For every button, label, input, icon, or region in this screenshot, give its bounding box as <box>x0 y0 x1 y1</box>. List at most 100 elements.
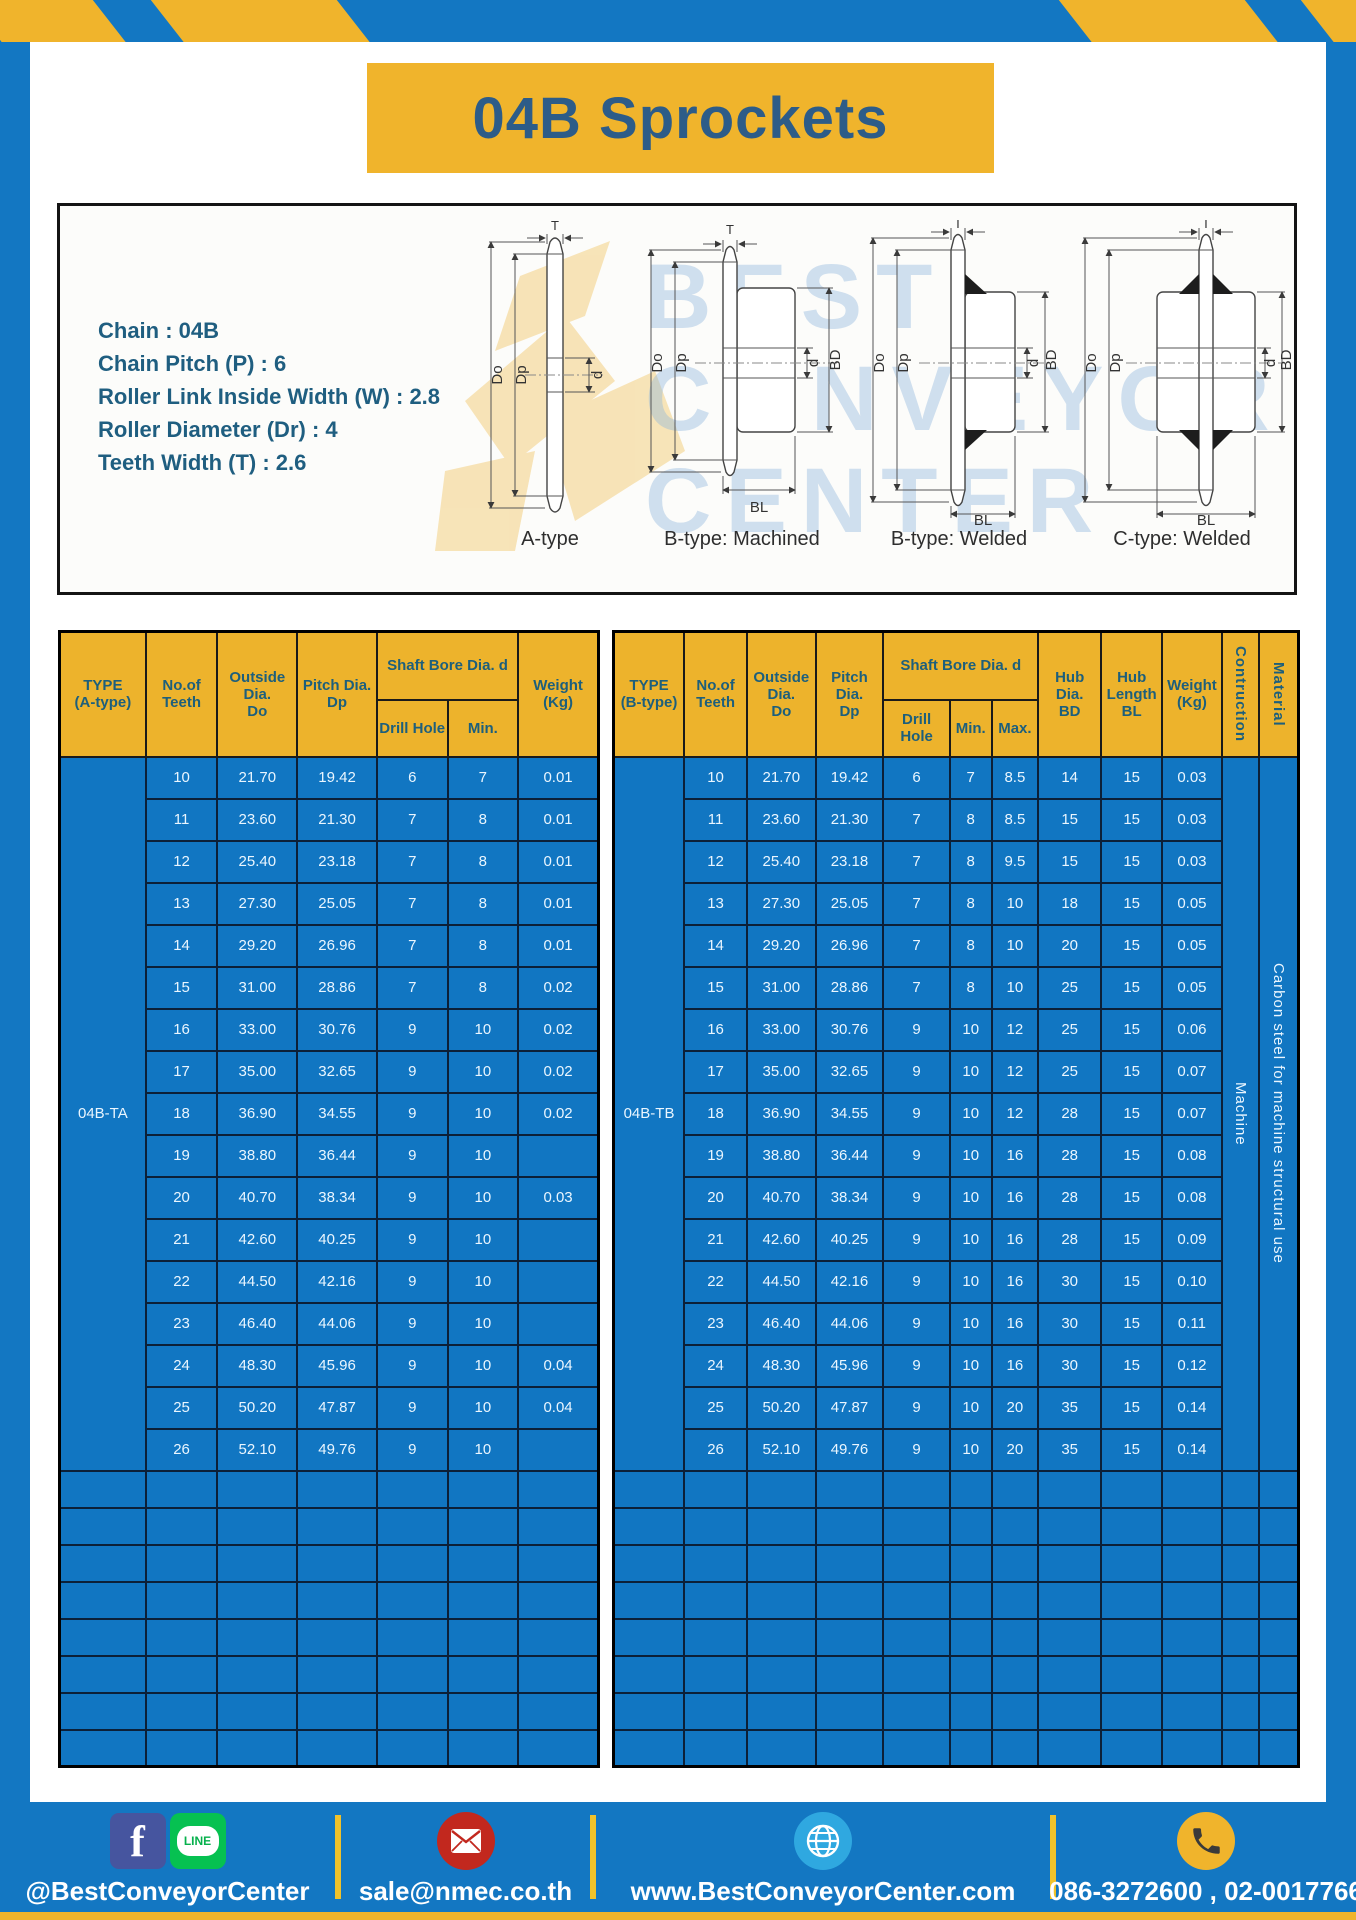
dim-label-do: Do <box>649 353 666 372</box>
table-cell: 23.18 <box>814 839 885 884</box>
table-row: 24 48.30 45.96 9 10 16 30 15 0.12 <box>614 1343 1299 1388</box>
table-cell <box>990 1580 1040 1620</box>
chain-specs: Chain : 04B Chain Pitch (P) : 6 Roller L… <box>98 314 440 479</box>
table-cell: 10 <box>948 1301 993 1346</box>
table-cell <box>683 1506 749 1546</box>
table-cell: 26.96 <box>296 923 378 968</box>
dim-label-t: T <box>1202 220 1210 231</box>
table-cell: 10 <box>446 1217 520 1262</box>
table-row: 15 31.00 28.86 7 8 10 25 15 0.05 <box>614 965 1299 1010</box>
table-cell: 12 <box>990 1007 1040 1052</box>
table-cell: 30 <box>1037 1343 1103 1388</box>
table-cell: 0.14 <box>1161 1385 1223 1430</box>
table-cell <box>882 1617 951 1657</box>
table-cell: 10 <box>948 1007 993 1052</box>
table-row: 22 44.50 42.16 9 10 <box>60 1259 600 1304</box>
top-border-stripe <box>1055 0 1283 42</box>
table-cell: 40.25 <box>296 1217 378 1262</box>
table-row: 18 36.90 34.55 9 10 0.02 <box>60 1091 600 1136</box>
col-header-drill-hole: Drill Hole <box>375 698 449 758</box>
table-cell <box>144 1543 219 1583</box>
table-cell <box>517 1217 600 1262</box>
table-cell <box>990 1543 1040 1583</box>
empty-table-row <box>58 1617 600 1657</box>
table-cell: 23.18 <box>296 839 378 884</box>
table-cell <box>1037 1580 1103 1620</box>
table-cell: 8 <box>948 965 993 1010</box>
table-cell <box>1258 1506 1300 1546</box>
col-header-pitch-dia: Pitch Dia. Dp <box>296 630 378 758</box>
table-cell <box>216 1654 299 1694</box>
table-cell: 10 <box>446 1301 520 1346</box>
dim-label-dp: Dp <box>673 353 690 372</box>
table-cell: 0.10 <box>1161 1259 1223 1304</box>
facebook-icon: f <box>109 1813 166 1869</box>
dim-label-dp: Dp <box>895 353 912 372</box>
col-header-pitch-dia: Pitch Dia. Dp <box>814 630 885 758</box>
table-cell <box>58 1469 147 1509</box>
table-cell <box>683 1654 749 1694</box>
empty-table-row <box>612 1691 1300 1731</box>
table-cell <box>58 1506 147 1546</box>
right-border <box>1326 0 1356 1920</box>
table-cell <box>990 1617 1040 1657</box>
table-cell: 14 <box>683 923 749 968</box>
table-cell <box>882 1506 951 1546</box>
table-cell: 15 <box>1100 881 1164 926</box>
title-banner: 04B Sprockets <box>367 63 994 173</box>
table-cell: 16 <box>990 1301 1040 1346</box>
sprocket-section-c-welded: Do Dp T d BD BL <box>1081 220 1293 526</box>
empty-table-row <box>612 1506 1300 1546</box>
table-cell: 16 <box>144 1007 219 1052</box>
table-cell: 7 <box>446 755 520 800</box>
table-cell: 11 <box>144 797 219 842</box>
table-row: 12 25.40 23.18 7 8 0.01 <box>60 839 600 884</box>
dim-label-bl: BL <box>1197 512 1215 526</box>
table-row: 18 36.90 34.55 9 10 12 28 15 0.07 <box>614 1091 1299 1136</box>
empty-table-row <box>612 1654 1300 1694</box>
table-cell: 35 <box>1037 1385 1103 1430</box>
sprocket-section-a: Do Dp T d <box>487 220 606 513</box>
diagram-box: BEST CONVEYOR CENTER Chain : 04B Chain P… <box>57 203 1297 595</box>
table-cell: 0.04 <box>517 1343 600 1388</box>
table-cell: 15 <box>1100 1385 1164 1430</box>
table-cell: 20 <box>990 1385 1040 1430</box>
table-cell: 38.80 <box>746 1133 817 1178</box>
watermark-line: CENTER <box>645 450 1108 552</box>
table-cell <box>990 1469 1040 1509</box>
table-cell <box>814 1691 885 1731</box>
table-cell <box>612 1469 686 1509</box>
table-cell <box>296 1728 378 1768</box>
sprocket-drawings: Do Dp T d A-type <box>475 220 1293 551</box>
table-cell <box>612 1691 686 1731</box>
table-row: 11 23.60 21.30 7 8 8.5 15 15 0.03 <box>614 797 1299 842</box>
drawing-b-welded: Do Dp T d BD BL B-type: Welded <box>859 220 1059 551</box>
dim-label-bd: BD <box>827 349 844 370</box>
table-cell: 8.5 <box>990 797 1040 842</box>
table-cell <box>948 1654 993 1694</box>
spec-line: Chain Pitch (P) : 6 <box>98 351 287 376</box>
empty-table-row <box>58 1543 600 1583</box>
table-cell <box>1100 1654 1164 1694</box>
empty-table-row <box>58 1728 600 1768</box>
table-cell: 10 <box>446 1049 520 1094</box>
table-cell: 9 <box>882 1049 951 1094</box>
table-cell: 8 <box>948 797 993 842</box>
table-cell: 9 <box>375 1175 449 1220</box>
table-cell: 46.40 <box>216 1301 299 1346</box>
table-cell: 38.34 <box>296 1175 378 1220</box>
empty-table-row <box>612 1728 1300 1768</box>
table-cell <box>375 1654 449 1694</box>
table-cell: 15 <box>1100 1175 1164 1220</box>
table-cell: 42.16 <box>296 1259 378 1304</box>
table-cell: 8 <box>446 923 520 968</box>
footer-facebook-section: f LINE @BestConveyorCenter <box>0 1802 335 1912</box>
table-cell: 8 <box>446 839 520 884</box>
table-cell <box>296 1543 378 1583</box>
table-cell <box>990 1728 1040 1768</box>
table-cell <box>814 1654 885 1694</box>
table-row: 21 42.60 40.25 9 10 16 28 15 0.09 <box>614 1217 1299 1262</box>
table-cell <box>746 1654 817 1694</box>
table-row: 14 29.20 26.96 7 8 10 20 15 0.05 <box>614 923 1299 968</box>
table-cell <box>517 1301 600 1346</box>
